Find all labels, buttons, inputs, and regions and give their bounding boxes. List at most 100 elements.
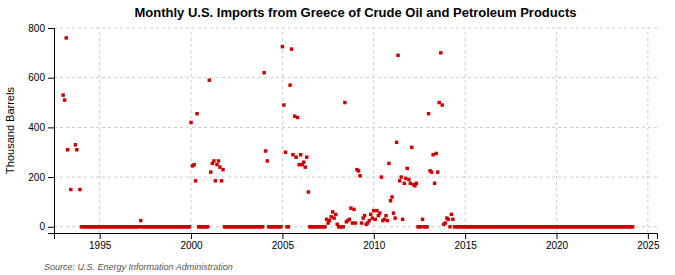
point (357, 169, 360, 172)
point (349, 206, 352, 209)
y-tick-label: 200 (28, 172, 45, 183)
point (427, 112, 430, 115)
x-tick: 2005 (272, 233, 295, 251)
point (304, 165, 307, 168)
x-tick: 2010 (363, 233, 386, 251)
point (398, 179, 401, 182)
y-tick: 600 (28, 72, 54, 83)
point (384, 214, 387, 217)
point (363, 214, 366, 217)
point (405, 167, 408, 170)
point (444, 221, 447, 224)
y-tick: 400 (28, 122, 54, 133)
point (261, 225, 264, 228)
point (390, 195, 393, 198)
point (189, 121, 192, 124)
point (415, 182, 418, 185)
point (448, 225, 451, 228)
x-tick-label: 1995 (89, 240, 112, 251)
point (403, 182, 406, 185)
point (334, 213, 337, 216)
point (192, 163, 195, 166)
point (296, 116, 299, 119)
point (386, 219, 389, 222)
point (217, 159, 220, 162)
point (410, 146, 413, 149)
x-tick: 2020 (546, 233, 569, 251)
x-tick-mark (465, 233, 466, 239)
point (290, 47, 293, 50)
point (332, 216, 335, 219)
point (351, 221, 354, 224)
point (451, 218, 454, 221)
grid-line-x (647, 28, 648, 233)
y-tick-mark (48, 78, 54, 79)
point (188, 225, 191, 228)
x-tick-label: 2025 (637, 240, 660, 251)
x-tick-label: 2015 (455, 240, 478, 251)
point (441, 103, 444, 106)
y-tick-label: 600 (28, 72, 45, 83)
point (291, 153, 294, 156)
point (78, 188, 81, 191)
grid-line-y (54, 127, 657, 128)
point (404, 177, 407, 180)
point (437, 101, 440, 104)
x-axis-line (55, 234, 658, 240)
point (279, 225, 282, 228)
point (195, 112, 198, 115)
point (74, 143, 77, 146)
point (399, 175, 402, 178)
x-tick-label: 2020 (546, 240, 569, 251)
chart: 1995 2000 2005 2010 2015 2020 2025 0 200 400 600 80… (0, 0, 675, 275)
x-tick: 2025 (637, 233, 660, 251)
point (395, 141, 398, 144)
y-axis-line (48, 29, 55, 234)
grid-line-y (54, 28, 657, 29)
point (378, 211, 381, 214)
y-tick-mark (48, 227, 54, 228)
point (299, 153, 302, 156)
grid-line-x (556, 28, 557, 233)
x-tick-mark (100, 233, 101, 239)
point (328, 219, 331, 222)
point (307, 190, 310, 193)
points (61, 36, 634, 228)
point (61, 93, 64, 96)
point (352, 208, 355, 211)
point (383, 218, 386, 221)
x-tick: 1995 (89, 233, 112, 251)
point (284, 151, 287, 154)
y-tick: 0 (39, 221, 54, 232)
grid-line-x (99, 28, 100, 233)
point (75, 148, 78, 151)
grid-line-x (282, 28, 283, 233)
title: Monthly U.S. Imports from Greece of Crud… (134, 5, 576, 20)
x-tick-label: 2000 (180, 240, 203, 251)
grid (54, 28, 657, 233)
point (266, 159, 269, 162)
point (389, 199, 392, 202)
grid-line-y (54, 177, 657, 178)
point (348, 218, 351, 221)
point (631, 225, 634, 228)
point (425, 225, 428, 228)
y-tick-label: 800 (28, 23, 45, 34)
point (387, 162, 390, 165)
y-tick: 800 (28, 23, 54, 34)
point (447, 218, 450, 221)
grid-line-x (191, 28, 192, 233)
point (409, 182, 412, 185)
point (139, 219, 142, 222)
y-tick-mark (48, 28, 54, 29)
point (439, 51, 442, 54)
point (302, 160, 305, 163)
point (396, 54, 399, 57)
point (264, 149, 267, 152)
source-note: Source: U.S. Energy Information Administ… (44, 262, 233, 272)
x-tick: 2000 (180, 233, 203, 251)
point (401, 218, 404, 221)
point (393, 216, 396, 219)
point (282, 103, 285, 106)
y-tick-label: 400 (28, 122, 45, 133)
